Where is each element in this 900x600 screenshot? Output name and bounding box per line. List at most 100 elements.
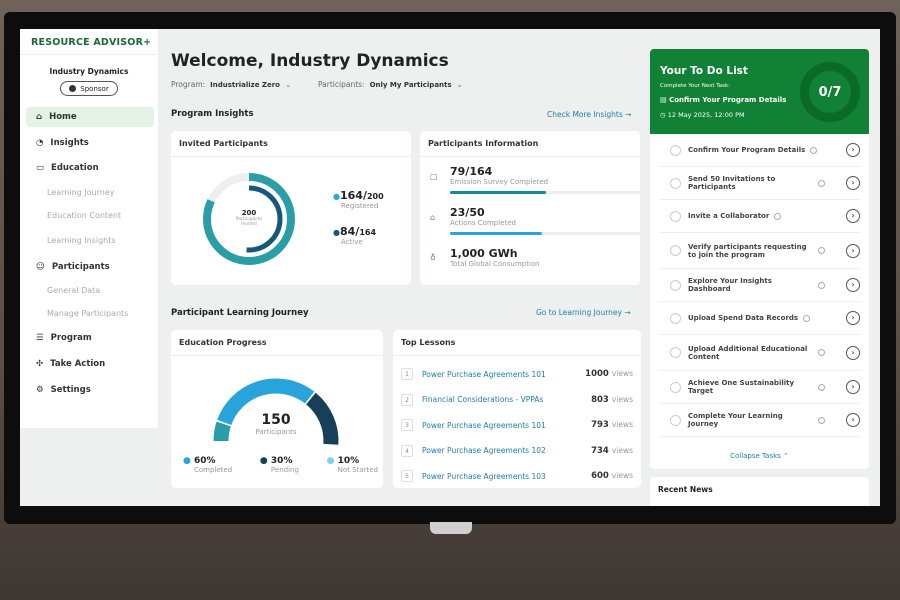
- lesson-row[interactable]: 2 Financial Considerations - VPPAs 803 vie…: [401, 387, 633, 413]
- clock-icon: ◷: [660, 111, 668, 119]
- monitor-stand: [430, 522, 472, 534]
- todo-item[interactable]: Complete Your Learning Journey ›: [660, 404, 860, 437]
- help-icon[interactable]: [818, 179, 825, 187]
- next-task-link[interactable]: ▤ Confirm Your Program Details: [660, 96, 787, 104]
- sidebar-item-participants[interactable]: ☺ Participants: [36, 262, 110, 272]
- participants-filter[interactable]: Participants: Only My Participants ⌄: [318, 80, 463, 89]
- lesson-views: 1000 views: [585, 369, 633, 379]
- chevron-right-circle-icon[interactable]: ›: [846, 413, 860, 427]
- todo-item[interactable]: Explore Your Insights Dashboard ›: [660, 269, 860, 302]
- lesson-row[interactable]: 1 Power Purchase Agreements 101 1000 views: [401, 361, 633, 387]
- todo-item[interactable]: Confirm Your Program Details ›: [660, 134, 860, 167]
- sidebar-subitem-education-content[interactable]: Education Content: [47, 211, 122, 220]
- task-checkbox[interactable]: [670, 414, 681, 426]
- check-more-insights-link[interactable]: Check More Insights →: [547, 110, 632, 119]
- lesson-title-link[interactable]: Power Purchase Agreements 102: [422, 446, 546, 455]
- house-icon: ⌂: [430, 213, 436, 222]
- sidebar-item-program[interactable]: ☰ Program: [36, 333, 92, 343]
- sidebar-item-take-action[interactable]: ✣ Take Action: [36, 359, 106, 369]
- lesson-title-link[interactable]: Power Purchase Agreements 101: [422, 369, 546, 379]
- chevron-right-circle-icon[interactable]: ›: [846, 143, 860, 157]
- invited-participants-card: Invited Participants 200 Participants In…: [171, 131, 411, 285]
- todo-item[interactable]: Send 50 Invitations to Participants ›: [660, 167, 860, 200]
- clipboard-icon: ▤: [660, 96, 670, 104]
- top-lessons-card: Top Lessons 1 Power Purchase Agreements 1…: [393, 330, 641, 488]
- chevron-down-icon: ⌄: [284, 80, 292, 89]
- chevron-right-circle-icon[interactable]: ›: [846, 243, 860, 258]
- sidebar-item-settings[interactable]: ⚙ Settings: [36, 385, 91, 395]
- sponsor-icon: [69, 85, 77, 92]
- lesson-rank: 2: [401, 393, 413, 406]
- task-label: Confirm Your Program Details: [688, 146, 806, 154]
- legend-pending: ● 30% Pending: [259, 456, 299, 474]
- chevron-right-circle-icon[interactable]: ›: [846, 278, 860, 292]
- lesson-row[interactable]: 5 Power Purchase Agreements 103 600 views: [401, 463, 633, 489]
- registered-ring: [203, 173, 295, 265]
- emission-progress-bar: [450, 191, 650, 194]
- sidebar-item-insights[interactable]: ◔ Insights: [36, 138, 89, 148]
- todo-item[interactable]: Invite a Collaborator ›: [660, 200, 860, 233]
- role-badge[interactable]: Sponsor: [60, 81, 118, 96]
- emission-survey-stat: ▢ 79/164 Emission Survey Completed: [430, 165, 650, 194]
- task-checkbox[interactable]: [670, 312, 681, 324]
- task-checkbox[interactable]: [670, 279, 681, 291]
- task-checkbox[interactable]: [670, 347, 681, 358]
- sidebar-subitem-learning-insights[interactable]: Learning Insights: [47, 236, 116, 245]
- section-title: Program Insights: [171, 109, 254, 119]
- sidebar-subitem-learning-journey[interactable]: Learning Journey: [47, 188, 115, 197]
- todo-item[interactable]: Upload Additional Educational Content ›: [660, 335, 860, 371]
- sidebar-item-education[interactable]: ▭ Education: [36, 163, 99, 173]
- task-label: Complete Your Learning Journey: [688, 412, 783, 428]
- card-title: Education Progress: [171, 330, 383, 356]
- task-label: Upload Spend Data Records: [688, 314, 799, 322]
- task-checkbox[interactable]: [670, 210, 681, 222]
- actions-stat: ⌂ 23/50 Actions Completed: [430, 206, 650, 235]
- help-icon[interactable]: [774, 212, 782, 220]
- help-icon[interactable]: [818, 349, 825, 356]
- help-icon[interactable]: [818, 281, 825, 289]
- task-checkbox[interactable]: [670, 381, 681, 393]
- go-to-learning-journey-link[interactable]: Go to Learning Journey →: [536, 308, 631, 317]
- program-filter[interactable]: Program: Industrialize Zero ⌄: [171, 80, 292, 89]
- help-icon[interactable]: [803, 314, 811, 322]
- consumption-stat: ♁ 1,000 GWh Total Global Consumption: [430, 247, 540, 268]
- todo-title: Your To Do List: [660, 65, 748, 77]
- chevron-right-circle-icon[interactable]: ›: [846, 380, 860, 394]
- next-task-due: ◷ 12 May 2025, 12:00 PM: [660, 111, 745, 119]
- lesson-title-link[interactable]: Financial Considerations - VPPAs: [422, 395, 544, 404]
- chevron-right-circle-icon[interactable]: ›: [846, 345, 860, 360]
- todo-item[interactable]: Upload Spend Data Records ›: [660, 302, 860, 335]
- card-title: Top Lessons: [393, 330, 641, 356]
- actions-progress-bar: [450, 232, 650, 235]
- active-stat: ●84/164 Active: [333, 225, 377, 246]
- task-checkbox[interactable]: [670, 144, 681, 156]
- todo-item[interactable]: Verify participants requesting to join t…: [660, 233, 860, 269]
- help-icon[interactable]: [818, 416, 825, 424]
- lesson-title-link[interactable]: Power Purchase Agreements 103: [422, 471, 546, 481]
- help-icon[interactable]: [818, 247, 825, 254]
- card-title: Invited Participants: [171, 131, 411, 157]
- lesson-rank: 1: [401, 368, 413, 380]
- collapse-tasks-button[interactable]: Collapse Tasks ⌃: [730, 452, 789, 460]
- arrow-right-icon: →: [625, 110, 632, 119]
- lesson-title-link[interactable]: Power Purchase Agreements 101: [422, 420, 546, 430]
- chevron-right-circle-icon[interactable]: ›: [846, 209, 860, 223]
- todo-item[interactable]: Achieve One Sustainability Target ›: [660, 371, 860, 404]
- lesson-row[interactable]: 3 Power Purchase Agreements 101 793 views: [401, 412, 633, 438]
- help-icon[interactable]: [818, 383, 825, 391]
- sidebar-subitem-general-data[interactable]: General Data: [47, 286, 101, 295]
- lesson-views: 793 views: [591, 420, 633, 430]
- gauge-legend: ● 60% Completed ● 30% Pending ● 10% Not Sta…: [183, 456, 378, 474]
- sidebar-subitem-manage-participants[interactable]: Manage Participants: [47, 309, 129, 318]
- invited-label: Participants Invited: [235, 217, 263, 227]
- chevron-right-circle-icon[interactable]: ›: [846, 176, 860, 190]
- gauge-segment-completed: [217, 378, 315, 426]
- chevron-down-icon: ⌄: [456, 80, 463, 89]
- task-checkbox[interactable]: [670, 177, 681, 189]
- help-icon[interactable]: [810, 146, 818, 154]
- chevron-right-circle-icon[interactable]: ›: [846, 311, 860, 325]
- lesson-row[interactable]: 4 Power Purchase Agreements 102 734 views: [401, 438, 633, 464]
- sidebar-item-home[interactable]: ⌂ Home: [26, 107, 154, 127]
- registered-stat: ●164/200 Registered: [333, 189, 384, 210]
- task-checkbox[interactable]: [670, 245, 681, 256]
